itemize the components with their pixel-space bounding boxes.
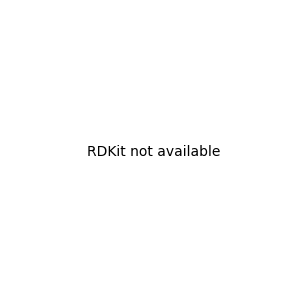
Text: RDKit not available: RDKit not available xyxy=(87,145,220,158)
